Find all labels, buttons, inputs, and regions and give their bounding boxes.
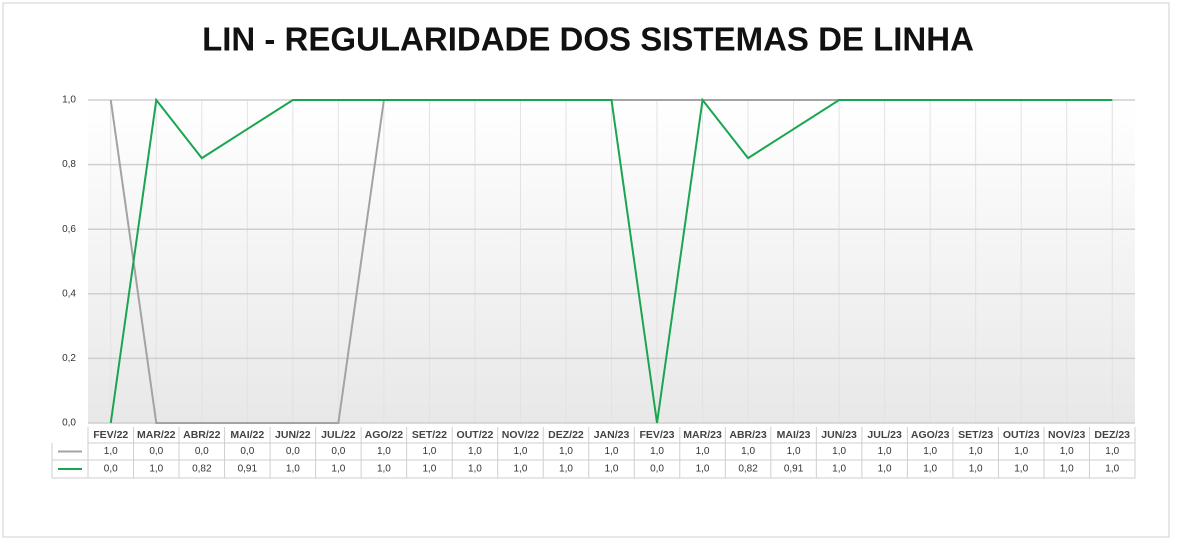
chart-title: LIN - REGULARIDADE DOS SISTEMAS DE LINHA: [202, 21, 974, 58]
data-label: 1,0: [331, 464, 345, 475]
data-label: 1,0: [832, 464, 846, 475]
y-tick-label: 0,4: [62, 288, 76, 299]
data-label: 1,0: [422, 464, 436, 475]
data-label: 1,0: [1014, 446, 1028, 457]
data-label: 1,0: [1060, 446, 1074, 457]
data-label: 1,0: [605, 446, 619, 457]
x-tick-label: MAI/23: [777, 429, 811, 441]
data-label: 0,0: [104, 464, 118, 475]
x-tick-label: OUT/23: [1003, 429, 1040, 441]
data-label: 1,0: [787, 446, 801, 457]
x-tick-label: FEV/23: [640, 429, 675, 441]
y-tick-label: 1,0: [62, 95, 76, 106]
x-tick-label: AGO/23: [911, 429, 950, 441]
x-tick-label: JUL/23: [867, 429, 902, 441]
data-label: 1,0: [559, 446, 573, 457]
y-tick-label: 0,2: [62, 353, 76, 364]
data-label: 1,0: [468, 464, 482, 475]
x-tick-label: MAI/22: [230, 429, 264, 441]
x-tick-label: SET/23: [958, 429, 993, 441]
x-tick-label: JUL/22: [321, 429, 356, 441]
x-tick-label: AGO/22: [365, 429, 404, 441]
data-label: 0,0: [650, 464, 664, 475]
y-tick-label: 0,0: [62, 418, 76, 429]
data-label: 1,0: [559, 464, 573, 475]
data-label: 1,0: [878, 446, 892, 457]
data-label: 1,0: [514, 446, 528, 457]
data-label: 1,0: [286, 464, 300, 475]
data-label: 1,0: [104, 446, 118, 457]
data-label: 0,82: [192, 464, 212, 475]
data-label: 0,0: [149, 446, 163, 457]
x-tick-label: JUN/23: [821, 429, 857, 441]
data-label: 1,0: [696, 464, 710, 475]
x-tick-label: DEZ/23: [1094, 429, 1130, 441]
data-label: 1,0: [605, 464, 619, 475]
x-tick-label: ABR/23: [729, 429, 767, 441]
x-tick-label: MAR/23: [683, 429, 722, 441]
data-label: 1,0: [741, 446, 755, 457]
data-label: 1,0: [969, 446, 983, 457]
series-line: [109, 97, 1113, 424]
x-tick-label: FEV/22: [93, 429, 128, 441]
data-label: 1,0: [1105, 464, 1119, 475]
x-tick-label: JUN/22: [275, 429, 311, 441]
data-label: 1,0: [377, 446, 391, 457]
data-label: 1,0: [650, 446, 664, 457]
data-label: 0,0: [331, 446, 345, 457]
data-label: 1,0: [468, 446, 482, 457]
x-tick-label: DEZ/22: [548, 429, 584, 441]
data-label: 1,0: [696, 446, 710, 457]
data-label: 1,0: [1014, 464, 1028, 475]
data-label: 0,0: [286, 446, 300, 457]
data-label: 1,0: [514, 464, 528, 475]
y-tick-label: 0,8: [62, 159, 76, 170]
data-label: 0,91: [784, 464, 804, 475]
x-tick-label: JAN/23: [594, 429, 630, 441]
x-tick-label: SET/22: [412, 429, 447, 441]
data-label: 1,0: [923, 446, 937, 457]
data-label: 0,91: [238, 464, 258, 475]
data-label: 0,0: [195, 446, 209, 457]
y-tick-label: 0,6: [62, 224, 76, 235]
data-label: 1,0: [878, 464, 892, 475]
x-tick-label: OUT/22: [457, 429, 494, 441]
x-tick-label: MAR/22: [137, 429, 176, 441]
data-label: 0,82: [738, 464, 758, 475]
data-label: 1,0: [422, 446, 436, 457]
x-tick-label: ABR/22: [183, 429, 221, 441]
data-label: 1,0: [149, 464, 163, 475]
data-label: 1,0: [969, 464, 983, 475]
data-label: 1,0: [1060, 464, 1074, 475]
data-label: 1,0: [923, 464, 937, 475]
data-label: 1,0: [1105, 446, 1119, 457]
x-tick-label: NOV/23: [1048, 429, 1086, 441]
x-tick-label: NOV/22: [502, 429, 540, 441]
data-label: 0,0: [240, 446, 254, 457]
data-label: 1,0: [832, 446, 846, 457]
data-label: 1,0: [377, 464, 391, 475]
